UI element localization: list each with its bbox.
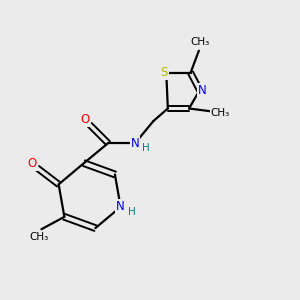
Text: H: H [142, 143, 150, 153]
Text: CH₃: CH₃ [29, 232, 49, 242]
Text: N: N [198, 84, 206, 97]
Text: S: S [160, 66, 168, 79]
Text: CH₃: CH₃ [211, 108, 230, 118]
Text: O: O [81, 113, 90, 126]
Text: CH₃: CH₃ [191, 38, 210, 47]
Text: O: O [28, 157, 37, 170]
Text: H: H [128, 207, 136, 217]
Text: N: N [116, 200, 125, 213]
Text: N: N [131, 136, 140, 150]
